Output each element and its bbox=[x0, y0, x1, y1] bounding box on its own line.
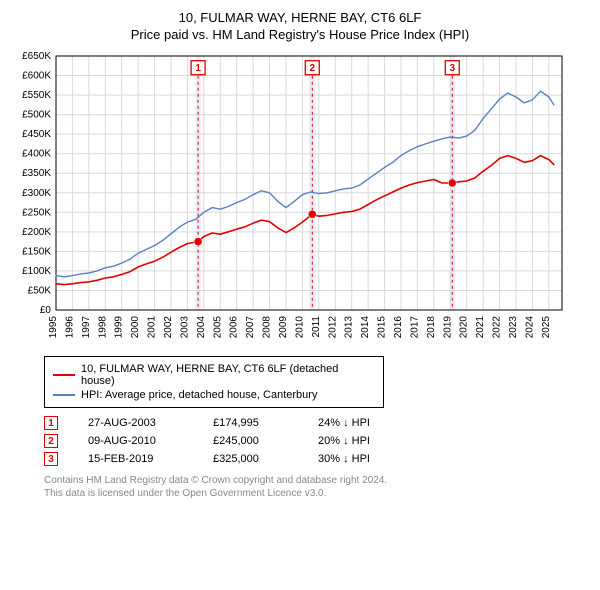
svg-text:3: 3 bbox=[449, 63, 455, 74]
svg-text:2014: 2014 bbox=[360, 316, 371, 339]
sales-row: 3 15-FEB-2019 £325,000 30% ↓ HPI bbox=[44, 452, 588, 466]
sale-price: £174,995 bbox=[213, 417, 288, 429]
svg-text:2003: 2003 bbox=[179, 316, 190, 339]
svg-text:2007: 2007 bbox=[245, 316, 256, 339]
svg-text:£300K: £300K bbox=[22, 188, 51, 199]
svg-text:£450K: £450K bbox=[22, 129, 51, 140]
sales-row: 1 27-AUG-2003 £174,995 24% ↓ HPI bbox=[44, 416, 588, 430]
svg-text:2015: 2015 bbox=[377, 316, 388, 339]
attribution: Contains HM Land Registry data © Crown c… bbox=[44, 474, 588, 500]
svg-text:2022: 2022 bbox=[492, 316, 503, 339]
svg-text:2001: 2001 bbox=[147, 316, 158, 339]
svg-text:2016: 2016 bbox=[393, 316, 404, 339]
svg-text:£250K: £250K bbox=[22, 207, 51, 218]
svg-text:2009: 2009 bbox=[278, 316, 289, 339]
sale-marker: 1 bbox=[44, 416, 58, 430]
svg-text:£400K: £400K bbox=[22, 149, 51, 160]
svg-text:2019: 2019 bbox=[442, 316, 453, 339]
chart-title: 10, FULMAR WAY, HERNE BAY, CT6 6LF bbox=[8, 10, 592, 25]
svg-text:2008: 2008 bbox=[262, 316, 273, 339]
svg-text:£550K: £550K bbox=[22, 90, 51, 101]
svg-text:£0: £0 bbox=[40, 305, 52, 316]
sales-row: 2 09-AUG-2010 £245,000 20% ↓ HPI bbox=[44, 434, 588, 448]
legend-label: 10, FULMAR WAY, HERNE BAY, CT6 6LF (deta… bbox=[81, 363, 375, 387]
svg-text:2002: 2002 bbox=[163, 316, 174, 339]
svg-text:2006: 2006 bbox=[229, 316, 240, 339]
sale-diff: 24% ↓ HPI bbox=[318, 417, 370, 429]
svg-text:2010: 2010 bbox=[294, 316, 305, 339]
svg-text:2021: 2021 bbox=[475, 316, 486, 339]
chart-area: £0 £50K £100K £150K £200K £250K £300K £350K £400… bbox=[8, 50, 592, 350]
svg-text:2023: 2023 bbox=[508, 316, 519, 339]
svg-text:2011: 2011 bbox=[311, 316, 322, 338]
svg-text:2012: 2012 bbox=[327, 316, 338, 339]
legend-row: HPI: Average price, detached house, Cant… bbox=[53, 389, 375, 401]
svg-text:1999: 1999 bbox=[114, 316, 125, 339]
legend-label: HPI: Average price, detached house, Cant… bbox=[81, 389, 317, 401]
svg-text:2018: 2018 bbox=[426, 316, 437, 339]
sale-price: £245,000 bbox=[213, 435, 288, 447]
sales-table: 1 27-AUG-2003 £174,995 24% ↓ HPI 2 09-AUG-201… bbox=[44, 416, 588, 466]
svg-text:2025: 2025 bbox=[541, 316, 552, 339]
sale-diff: 30% ↓ HPI bbox=[318, 453, 370, 465]
svg-text:£100K: £100K bbox=[22, 266, 51, 277]
svg-text:1997: 1997 bbox=[81, 316, 92, 339]
svg-text:2005: 2005 bbox=[212, 316, 223, 339]
svg-text:1996: 1996 bbox=[64, 316, 75, 339]
svg-text:2: 2 bbox=[310, 63, 316, 74]
sale-date: 09-AUG-2010 bbox=[88, 435, 183, 447]
svg-text:£600K: £600K bbox=[22, 71, 51, 82]
svg-text:2017: 2017 bbox=[409, 316, 420, 339]
sale-date: 15-FEB-2019 bbox=[88, 453, 183, 465]
price-chart: £0 £50K £100K £150K £200K £250K £300K £350K £400… bbox=[8, 50, 568, 350]
svg-text:£200K: £200K bbox=[22, 227, 51, 238]
svg-text:2024: 2024 bbox=[524, 316, 535, 339]
svg-text:£50K: £50K bbox=[28, 285, 52, 296]
chart-subtitle: Price paid vs. HM Land Registry's House … bbox=[8, 27, 592, 42]
svg-text:2020: 2020 bbox=[459, 316, 470, 339]
svg-text:1995: 1995 bbox=[48, 316, 59, 339]
legend-row: 10, FULMAR WAY, HERNE BAY, CT6 6LF (deta… bbox=[53, 363, 375, 387]
svg-text:£350K: £350K bbox=[22, 168, 51, 179]
sale-price: £325,000 bbox=[213, 453, 288, 465]
sale-diff: 20% ↓ HPI bbox=[318, 435, 370, 447]
legend-swatch bbox=[53, 394, 75, 396]
svg-text:£500K: £500K bbox=[22, 110, 51, 121]
svg-text:2000: 2000 bbox=[130, 316, 141, 339]
attribution-line: Contains HM Land Registry data © Crown c… bbox=[44, 474, 588, 487]
sale-date: 27-AUG-2003 bbox=[88, 417, 183, 429]
legend: 10, FULMAR WAY, HERNE BAY, CT6 6LF (deta… bbox=[44, 356, 384, 408]
svg-text:1998: 1998 bbox=[97, 316, 108, 339]
svg-text:£150K: £150K bbox=[22, 246, 51, 257]
svg-text:1: 1 bbox=[195, 63, 201, 74]
attribution-line: This data is licensed under the Open Gov… bbox=[44, 487, 588, 500]
legend-swatch bbox=[53, 374, 75, 376]
svg-text:£650K: £650K bbox=[22, 51, 51, 62]
sale-marker: 3 bbox=[44, 452, 58, 466]
svg-text:2013: 2013 bbox=[344, 316, 355, 339]
sale-marker: 2 bbox=[44, 434, 58, 448]
svg-text:2004: 2004 bbox=[196, 316, 207, 339]
